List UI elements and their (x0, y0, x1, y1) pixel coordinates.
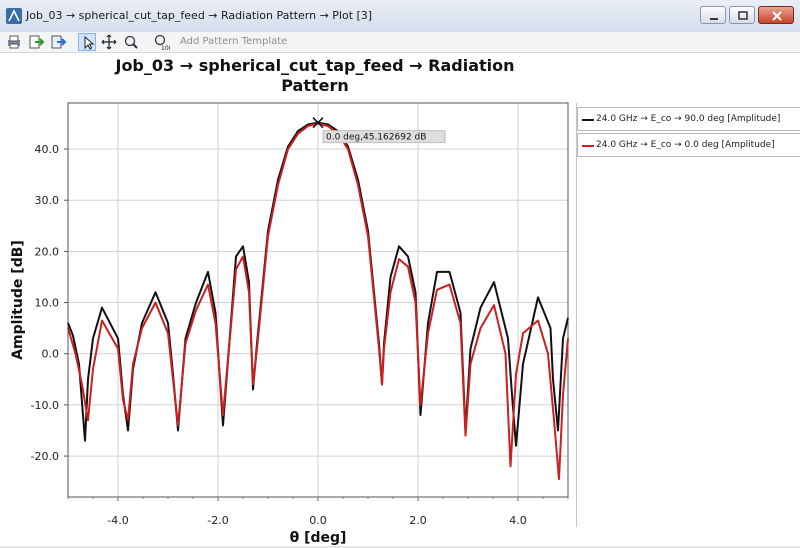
legend-swatch-90deg (582, 119, 594, 121)
marker-100-icon: 100 (154, 34, 170, 51)
status-bar (0, 546, 800, 548)
peak-marker-cross[interactable] (312, 117, 324, 129)
series-line-1[interactable] (67, 122, 569, 481)
y-axis-label: Amplitude [dB] (10, 240, 26, 360)
x-axis-label: θ [deg] (290, 530, 347, 546)
x-tick-label: -2.0 (207, 514, 228, 527)
legend-label-0deg: 24.0 GHz → E_co → 0.0 deg [Amplitude] (596, 140, 775, 150)
y-tick-label: -20.0 (31, 450, 59, 463)
window-title: Job_03 → spherical_cut_tap_feed → Radiat… (26, 9, 373, 22)
export-image-icon (51, 35, 67, 49)
maximize-button[interactable] (729, 6, 755, 24)
y-tick-label: 40.0 (35, 143, 60, 156)
chart-marker-group[interactable]: 0.0 deg,45.162692 dB (312, 117, 446, 144)
y-tick-label: -10.0 (31, 399, 59, 412)
minimize-icon (710, 18, 718, 20)
radiation-pattern-chart[interactable]: -4.0 -2.0 0.0 2.0 4.0 -20.0 -10.0 0.0 10.0 20.0 30… (0, 0, 576, 548)
pointer-tool-button[interactable] (78, 33, 96, 51)
y-tick-label: 30.0 (35, 194, 60, 207)
pointer-icon (84, 35, 95, 50)
peak-marker-label: 0.0 deg,45.162692 dB (326, 133, 426, 143)
export-button[interactable] (27, 33, 45, 51)
peak-marker-label-background (322, 130, 446, 144)
print-button[interactable] (5, 33, 23, 51)
title-bar[interactable]: Job_03 → spherical_cut_tap_feed → Radiat… (0, 0, 800, 33)
y-tick-label: 10.0 (35, 297, 60, 310)
chart-title-line2: Pattern (281, 76, 349, 95)
x-tick-label: 2.0 (409, 514, 427, 527)
close-icon (772, 11, 782, 21)
y-tick-label: 20.0 (35, 245, 60, 258)
x-tick-label: 0.0 (309, 514, 327, 527)
zoom-icon (124, 35, 138, 49)
legend-item-90deg[interactable]: 24.0 GHz → E_co → 90.0 deg [Amplitude] (577, 107, 800, 131)
legend-swatch-0deg (582, 145, 594, 147)
chart-ticks: -4.0 -2.0 0.0 2.0 4.0 -20.0 -10.0 0.0 10.0 20.0 30… (31, 143, 569, 527)
export-image-button[interactable] (49, 33, 67, 51)
print-icon (8, 35, 20, 49)
y-tick-label: 0.0 (42, 348, 60, 361)
pan-icon (101, 34, 117, 50)
close-button[interactable] (758, 6, 794, 24)
minimize-button[interactable] (700, 6, 726, 24)
svg-text:100: 100 (161, 45, 170, 51)
app-icon (6, 8, 22, 24)
chart-title: Job_03 → spherical_cut_tap_feed → Radiat… (60, 56, 570, 96)
zoom-100-button[interactable]: 100 (152, 33, 170, 51)
toolbar: 100 Add Pattern Template (0, 32, 800, 53)
x-tick-label: -4.0 (107, 514, 128, 527)
legend-label-90deg: 24.0 GHz → E_co → 90.0 deg [Amplitude] (596, 114, 781, 124)
legend-item-0deg[interactable]: 24.0 GHz → E_co → 0.0 deg [Amplitude] (577, 133, 800, 157)
pan-tool-button[interactable] (100, 33, 118, 51)
chart-title-line1: Job_03 → spherical_cut_tap_feed → Radiat… (115, 56, 515, 75)
maximize-icon (738, 11, 748, 20)
legend-panel: 24.0 GHz → E_co → 90.0 deg [Amplitude] 2… (576, 103, 800, 527)
add-pattern-template-button[interactable]: Add Pattern Template (180, 36, 288, 47)
export-icon (29, 35, 45, 49)
chart-grid (68, 103, 568, 497)
zoom-tool-button[interactable] (122, 33, 140, 51)
x-tick-label: 4.0 (509, 514, 527, 527)
